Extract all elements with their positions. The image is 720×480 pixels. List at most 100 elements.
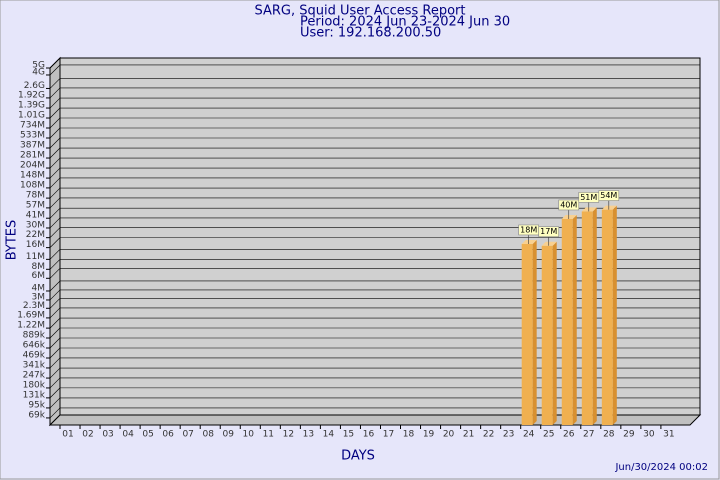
grid-line — [49, 57, 61, 69]
grid-line — [49, 377, 61, 389]
grid-line — [49, 387, 61, 399]
bar-side — [532, 239, 537, 425]
grid-line — [49, 167, 61, 179]
y-tick-label: 734M — [20, 120, 45, 130]
x-tick-label: 27 — [583, 430, 594, 440]
bar-top — [601, 205, 617, 210]
value-label: 51M — [580, 193, 597, 202]
x-tick-label: 04 — [122, 430, 134, 440]
x-tick-label: 16 — [363, 430, 375, 440]
x-tick-label: 06 — [162, 430, 174, 440]
y-tick-label: 4M — [32, 283, 46, 293]
x-tick-label: 30 — [643, 430, 655, 440]
y-tick-label: 533M — [20, 131, 45, 141]
y-tick-label: 11M — [26, 252, 45, 262]
y-tick-label: 1.39G — [18, 101, 45, 111]
x-tick-label: 15 — [343, 430, 354, 440]
value-label: 17M — [540, 227, 557, 236]
chart-subtitle: Period: 2024 Jun 23-2024 Jun 30 — [300, 15, 510, 30]
grid-line — [49, 217, 61, 229]
grid-line — [49, 64, 61, 76]
bar-side — [612, 205, 617, 425]
x-tick-label: 01 — [62, 430, 73, 440]
y-tick-label: 1.92G — [18, 90, 45, 100]
grid-line — [49, 397, 61, 409]
y-tick-label: 6M — [32, 271, 46, 281]
y-tick-label: 646k — [23, 340, 46, 350]
bar-top — [521, 239, 537, 244]
bar — [601, 209, 613, 425]
x-tick-label: 02 — [82, 430, 93, 440]
x-tick-label: 25 — [543, 430, 554, 440]
plot-floor — [48, 414, 702, 426]
y-tick-label: 57M — [26, 200, 45, 210]
y-tick-label: 1.69M — [17, 310, 45, 320]
value-label: 40M — [560, 200, 577, 209]
y-tick-label: 4G — [32, 67, 45, 77]
chart-title: SARG, Squid User Access Report — [255, 4, 466, 19]
x-tick-label: 07 — [182, 430, 193, 440]
x-tick-label: 26 — [563, 430, 575, 440]
y-tick-label: 180k — [23, 380, 46, 390]
x-axis-label: DAYS — [341, 449, 375, 464]
y-tick-label: 2.3M — [23, 301, 45, 311]
grid-line — [49, 78, 61, 89]
y-tick-label: 41M — [26, 211, 45, 221]
grid-line — [49, 407, 61, 419]
grid-line — [49, 268, 61, 279]
x-tick-label: 09 — [223, 430, 235, 440]
label-box — [598, 190, 620, 201]
grid-line — [49, 197, 61, 209]
y-tick-label: 148M — [20, 171, 45, 181]
bar-top — [561, 214, 577, 219]
grid-line — [49, 97, 61, 109]
bar-side — [572, 214, 577, 425]
bar-side — [552, 241, 557, 425]
y-tick-label: 131k — [23, 390, 46, 400]
x-tick-label: 10 — [243, 430, 255, 440]
grid-line — [49, 177, 61, 189]
grid-line — [49, 157, 61, 169]
y-tick-label: 341k — [23, 360, 46, 370]
grid-line — [49, 87, 61, 99]
x-tick-label: 12 — [283, 430, 294, 440]
y-tick-label: 108M — [20, 180, 45, 190]
y-tick-label: 30M — [26, 220, 45, 230]
grid-line — [49, 237, 61, 248]
y-tick-label: 281M — [20, 151, 45, 161]
y-tick-label: 22M — [26, 230, 45, 240]
x-tick-label: 31 — [663, 430, 674, 440]
x-tick-label: 28 — [603, 430, 615, 440]
bar-top — [581, 207, 597, 212]
x-tick-label: 08 — [202, 430, 214, 440]
grid-line — [49, 117, 61, 129]
grid-line — [49, 137, 61, 149]
x-tick-label: 11 — [263, 430, 274, 440]
timestamp: Jun/30/2024 00:02 — [614, 462, 708, 473]
x-tick-label: 03 — [102, 430, 113, 440]
bar — [541, 245, 553, 425]
grid-line — [49, 147, 61, 159]
y-tick-label: 3M — [32, 292, 46, 302]
x-tick-label: 18 — [403, 430, 415, 440]
grid-line — [49, 357, 61, 369]
grid-line — [49, 337, 61, 349]
y-tick-label: 204M — [20, 161, 45, 171]
label-box — [558, 199, 580, 211]
x-tick-label: 20 — [443, 430, 455, 440]
grid-line — [49, 207, 61, 219]
y-tick-label: 1.22M — [17, 321, 45, 331]
bar-side — [592, 207, 597, 425]
x-tick-label: 19 — [423, 430, 435, 440]
grid-line — [49, 367, 61, 379]
grid-line — [49, 298, 61, 309]
x-tick-label: 24 — [523, 430, 535, 440]
grid-line — [49, 187, 61, 199]
y-tick-label: 469k — [23, 351, 46, 361]
x-tick-label: 05 — [142, 430, 153, 440]
y-tick-label: 95k — [28, 400, 45, 410]
x-tick-label: 22 — [483, 430, 494, 440]
y-tick-label: 1.01G — [18, 111, 45, 121]
y-tick-label: 2.6G — [24, 81, 45, 91]
y-tick-label: 69k — [28, 410, 45, 420]
